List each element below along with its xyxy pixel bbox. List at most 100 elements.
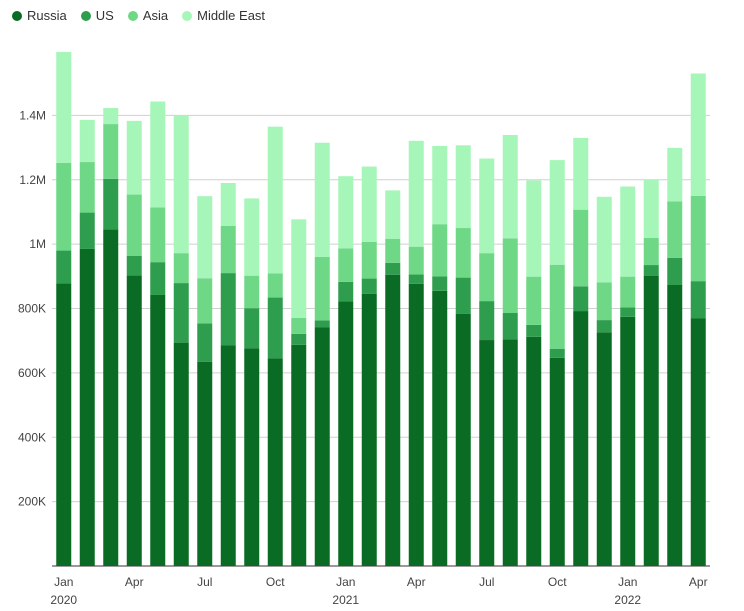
bar-us-3 bbox=[126, 255, 142, 276]
bar-stack-15 bbox=[408, 140, 424, 566]
bar-middle-east-22 bbox=[573, 137, 589, 210]
bar-asia-15 bbox=[408, 246, 424, 275]
y-axis: 200K 400K 600K 800K 1M 1.2M 1.4M bbox=[18, 108, 46, 508]
bar-us-6 bbox=[197, 323, 213, 362]
bar-stack-6 bbox=[197, 196, 213, 566]
bar-russia-17 bbox=[455, 313, 471, 566]
bar-stack-8 bbox=[244, 198, 260, 566]
bar-middle-east-23 bbox=[596, 196, 612, 283]
legend-item-us: US bbox=[80, 8, 114, 23]
bar-stack-25 bbox=[643, 179, 659, 566]
bar-stack-24 bbox=[620, 186, 636, 566]
bar-russia-16 bbox=[432, 290, 448, 566]
bar-russia-11 bbox=[314, 327, 330, 566]
x-tick-label-8: Jan bbox=[618, 575, 637, 589]
bar-middle-east-21 bbox=[549, 160, 565, 265]
bar-us-15 bbox=[408, 274, 424, 284]
bar-us-22 bbox=[573, 286, 589, 312]
bar-asia-18 bbox=[479, 253, 495, 302]
bar-us-18 bbox=[479, 301, 495, 341]
bar-asia-25 bbox=[643, 238, 659, 266]
bar-asia-7 bbox=[220, 225, 236, 274]
bar-us-13 bbox=[361, 278, 377, 294]
bar-us-27 bbox=[690, 281, 706, 319]
bar-asia-21 bbox=[549, 264, 565, 349]
y-tick-label-6: 1.4M bbox=[19, 108, 46, 122]
legend-label-us: US bbox=[95, 8, 114, 23]
x-tick-label-1: Apr bbox=[125, 575, 144, 589]
bar-middle-east-26 bbox=[667, 147, 683, 202]
bar-asia-23 bbox=[596, 282, 612, 321]
bar-stack-1 bbox=[79, 119, 95, 566]
bar-russia-9 bbox=[267, 358, 283, 566]
x-tick-label-0: Jan bbox=[54, 575, 73, 589]
bar-stack-12 bbox=[338, 176, 354, 566]
bar-russia-7 bbox=[220, 345, 236, 566]
bar-middle-east-9 bbox=[267, 126, 283, 274]
bar-russia-6 bbox=[197, 361, 213, 566]
bar-asia-4 bbox=[150, 207, 166, 263]
y-tick-label-0: 200K bbox=[18, 495, 46, 509]
bar-russia-22 bbox=[573, 311, 589, 566]
bar-middle-east-13 bbox=[361, 166, 377, 242]
bar-us-26 bbox=[667, 257, 683, 286]
bar-asia-1 bbox=[79, 162, 95, 213]
bar-stack-9 bbox=[267, 126, 283, 566]
x-tick-year-8: 2022 bbox=[614, 593, 641, 607]
bar-stack-2 bbox=[103, 107, 119, 566]
bar-stack-20 bbox=[526, 180, 542, 566]
bar-russia-1 bbox=[79, 248, 95, 566]
bar-asia-13 bbox=[361, 241, 377, 279]
bar-us-20 bbox=[526, 324, 542, 337]
bar-us-17 bbox=[455, 277, 471, 314]
bar-stack-16 bbox=[432, 145, 448, 566]
x-axis: Jan 2020 Apr Jul Oct Jan 2021 Apr Jul Oct Jan 2022 A… bbox=[50, 575, 707, 607]
bar-middle-east-12 bbox=[338, 176, 354, 249]
x-tick-label-6: Jul bbox=[479, 575, 494, 589]
bar-us-9 bbox=[267, 297, 283, 359]
bar-russia-3 bbox=[126, 275, 142, 566]
bar-middle-east-7 bbox=[220, 182, 236, 226]
legend-label-middle-east: Middle East bbox=[197, 8, 266, 23]
bar-us-5 bbox=[173, 283, 189, 343]
bar-russia-4 bbox=[150, 294, 166, 566]
bar-stack-4 bbox=[150, 101, 166, 566]
bar-middle-east-10 bbox=[291, 219, 307, 318]
bar-us-21 bbox=[549, 348, 565, 358]
bar-us-4 bbox=[150, 262, 166, 295]
bar-asia-16 bbox=[432, 224, 448, 277]
bar-us-25 bbox=[643, 265, 659, 276]
bar-us-10 bbox=[291, 333, 307, 345]
bar-stack-22 bbox=[573, 137, 589, 566]
bar-russia-25 bbox=[643, 275, 659, 566]
bar-middle-east-18 bbox=[479, 158, 495, 254]
bar-russia-27 bbox=[690, 318, 706, 566]
bar-russia-0 bbox=[56, 283, 72, 566]
bar-stack-27 bbox=[690, 73, 706, 566]
legend-swatch-middle-east bbox=[182, 10, 193, 21]
bar-middle-east-5 bbox=[173, 116, 189, 254]
bar-stack-11 bbox=[314, 142, 330, 566]
bar-middle-east-24 bbox=[620, 186, 636, 277]
bar-us-24 bbox=[620, 307, 636, 317]
bar-stack-10 bbox=[291, 219, 307, 566]
bar-asia-5 bbox=[173, 253, 189, 284]
y-tick-label-5: 1.2M bbox=[19, 173, 46, 187]
bar-us-11 bbox=[314, 320, 330, 328]
bar-stack-26 bbox=[667, 147, 683, 566]
bar-stack-14 bbox=[385, 190, 401, 566]
bar-middle-east-25 bbox=[643, 179, 659, 239]
bar-stack-0 bbox=[56, 51, 72, 566]
bar-asia-22 bbox=[573, 209, 589, 287]
legend-swatch-us bbox=[80, 10, 91, 21]
y-tick-label-2: 600K bbox=[18, 366, 46, 380]
x-tick-label-5: Apr bbox=[407, 575, 426, 589]
x-tick-label-7: Oct bbox=[548, 575, 567, 589]
bar-russia-23 bbox=[596, 332, 612, 566]
bar-middle-east-3 bbox=[126, 120, 142, 195]
bar-asia-3 bbox=[126, 194, 142, 256]
bar-russia-8 bbox=[244, 348, 260, 566]
x-tick-label-2: Jul bbox=[197, 575, 212, 589]
bar-russia-5 bbox=[173, 342, 189, 566]
